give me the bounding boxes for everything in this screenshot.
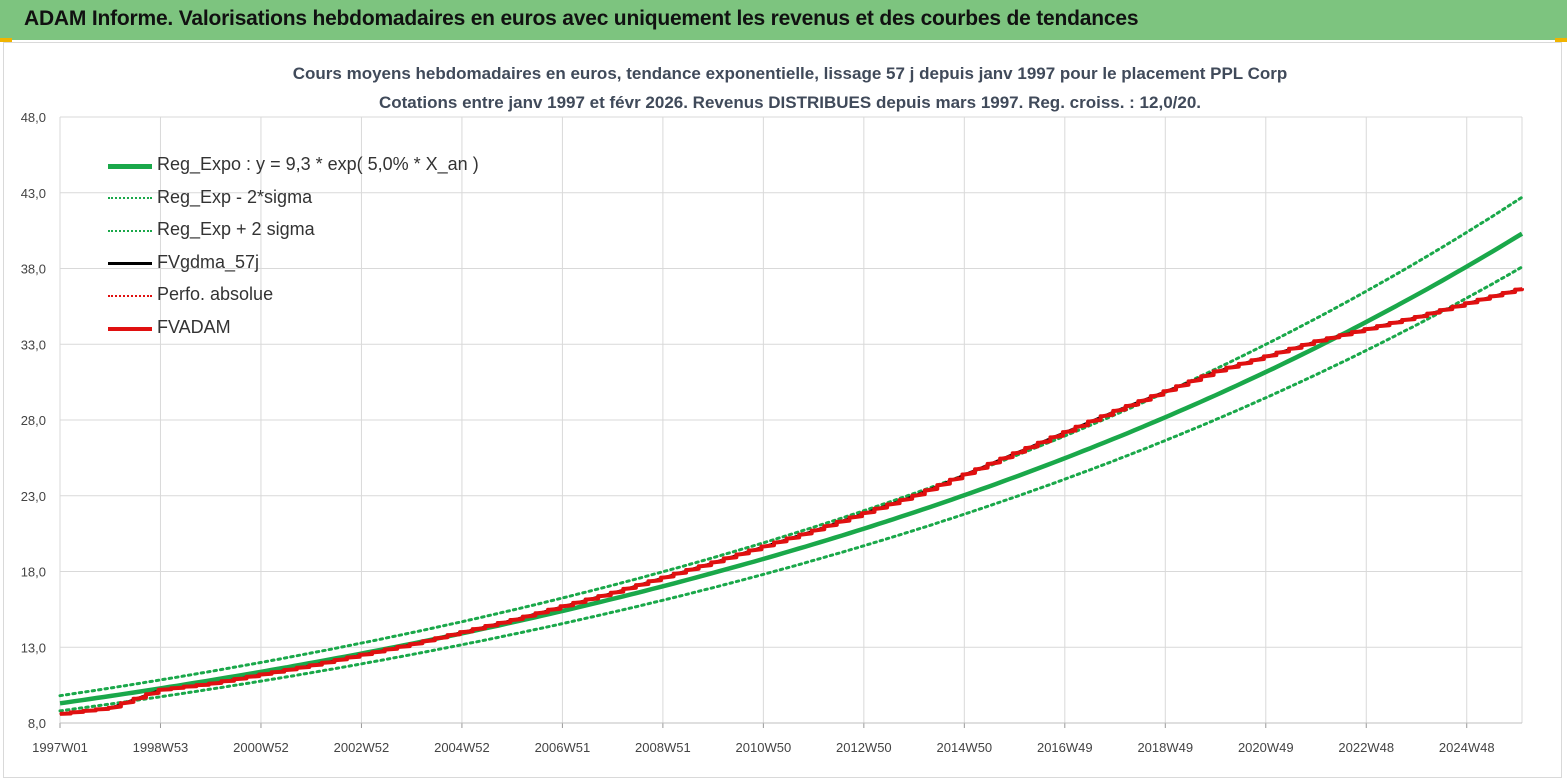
x-tick-label: 2018W49: [1137, 740, 1193, 755]
x-tick-label: 2020W49: [1238, 740, 1294, 755]
x-tick-label: 2016W49: [1037, 740, 1093, 755]
legend-swatch: [108, 262, 152, 266]
legend-swatch: [108, 163, 152, 169]
grid-layer: [59, 116, 1523, 724]
x-tick-label: 2002W52: [334, 740, 390, 755]
corner-mark-right: [1555, 38, 1567, 42]
report-header: ADAM Informe. Valorisations hebdomadaire…: [0, 0, 1567, 40]
x-tick-label: 2004W52: [434, 740, 490, 755]
axis-layer: 8,0 13,0 18,0 23,0 28,0 33,0 38,0 43,0 48,0 1997W…: [21, 110, 1522, 755]
legend-swatch: [108, 295, 152, 298]
y-tick-label: 8,0: [28, 716, 46, 731]
y-tick-label: 38,0: [21, 262, 46, 277]
y-tick-label: 33,0: [21, 337, 46, 352]
chart-frame: [3, 42, 1562, 778]
series-line-2: [58, 195, 1524, 698]
series-line-5: [59, 287, 1524, 716]
x-tick-label: 2000W52: [233, 740, 289, 755]
series-layer: [58, 195, 1524, 716]
legend-swatch: [108, 229, 152, 232]
x-tick-label: 1997W01: [32, 740, 88, 755]
legend-label: Reg_Expo : y = 9,3 * exp( 5,0% * X_an ): [157, 154, 479, 174]
series-line-4: [59, 287, 1523, 715]
x-tick-label: 2022W48: [1338, 740, 1394, 755]
legend-label: FVADAM: [157, 316, 231, 337]
y-tick-label: 18,0: [21, 565, 46, 580]
y-tick-label: 13,0: [21, 640, 46, 655]
legend-label: Reg_Exp + 2 sigma: [157, 219, 315, 240]
x-tick-label: 2006W51: [535, 740, 591, 755]
x-tick-label: 1998W53: [133, 740, 189, 755]
legend-label: Reg_Exp - 2*sigma: [157, 186, 313, 207]
x-tick-label: 2008W51: [635, 740, 691, 755]
y-tick-label: 23,0: [21, 489, 46, 504]
x-tick-label: 2010W50: [736, 740, 792, 755]
y-tick-label: 43,0: [21, 186, 46, 201]
chart-title-line2: Cotations entre janv 1997 et févr 2026. …: [170, 93, 1410, 113]
chart-title-line1: Cours moyens hebdomadaires en euros, ten…: [170, 64, 1410, 84]
x-tick-label: 2014W50: [937, 740, 993, 755]
legend-label: FVgdma_57j: [157, 251, 260, 272]
legend-swatch: [108, 197, 152, 200]
series-line-0: [59, 231, 1524, 706]
legend-label: Perfo. absolue: [157, 284, 274, 305]
corner-mark-left: [0, 38, 12, 42]
y-tick-label: 48,0: [21, 110, 46, 125]
legend-swatch: [108, 326, 152, 331]
x-tick-label: 2012W50: [836, 740, 892, 755]
x-tick-label: 2024W48: [1439, 740, 1495, 755]
y-tick-label: 28,0: [21, 413, 46, 428]
series-line-1: [58, 265, 1524, 713]
report-title: ADAM Informe. Valorisations hebdomadaire…: [24, 7, 1139, 30]
